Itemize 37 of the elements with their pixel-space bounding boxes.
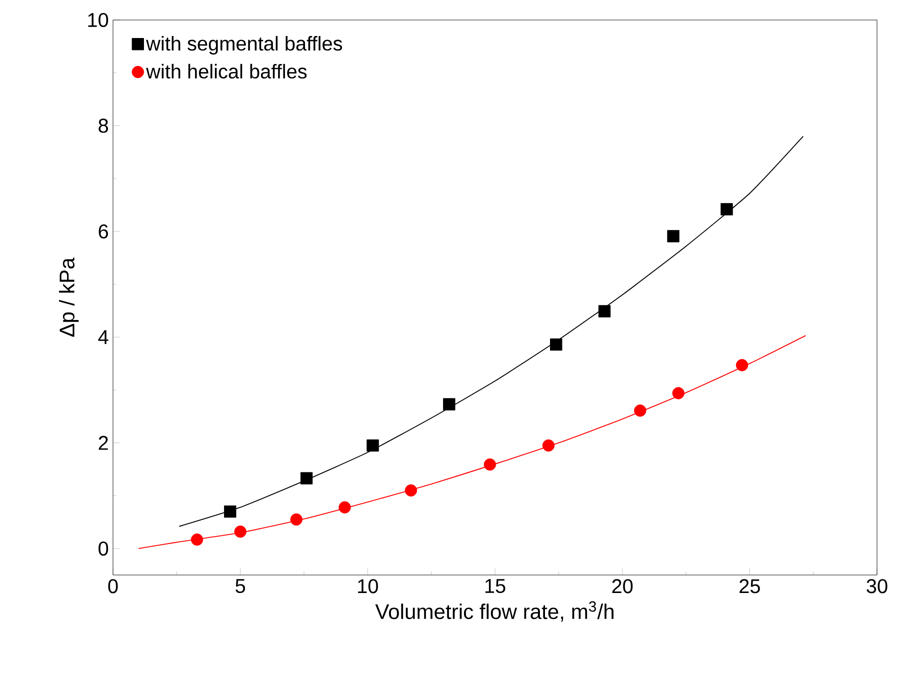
point (736, 359, 748, 372)
point (404, 484, 418, 497)
point (300, 472, 313, 484)
point (443, 398, 456, 410)
point (550, 338, 562, 351)
legend-label: with segmental baffles (146, 36, 342, 55)
x-axis-title: Volumetric flow rate, m$^{3}$/h (375, 601, 614, 622)
line-series (178, 136, 804, 527)
y-tick-label: 8 (98, 118, 108, 133)
x-tick-label: 10 (358, 579, 378, 594)
y-tick-label: 6 (98, 224, 108, 238)
point (224, 505, 236, 518)
point (672, 387, 684, 400)
point (598, 305, 611, 318)
y-tick-label: 0 (98, 542, 108, 556)
point (484, 458, 496, 471)
legend-label: with helical baffles (146, 64, 307, 79)
y-tick-label: 2 (98, 436, 108, 450)
line-series (138, 335, 806, 550)
point (190, 533, 204, 546)
x-tick-label: 15 (485, 579, 506, 594)
x-tick-label: 5 (236, 579, 246, 594)
y-axis-title: Δp / kPa (59, 258, 79, 337)
y-tick-label: 10 (88, 12, 108, 28)
point (667, 230, 680, 242)
point (234, 526, 246, 538)
point (290, 513, 302, 526)
point (366, 439, 379, 452)
x-tick-label: 25 (740, 579, 760, 594)
point (542, 439, 555, 452)
point (720, 203, 733, 216)
x-tick-label: 20 (612, 579, 633, 594)
x-tick-label: 30 (866, 579, 888, 594)
point (634, 404, 646, 417)
point (338, 501, 351, 514)
x-tick-label: 0 (108, 579, 118, 594)
y-tick-label: 4 (98, 330, 108, 344)
